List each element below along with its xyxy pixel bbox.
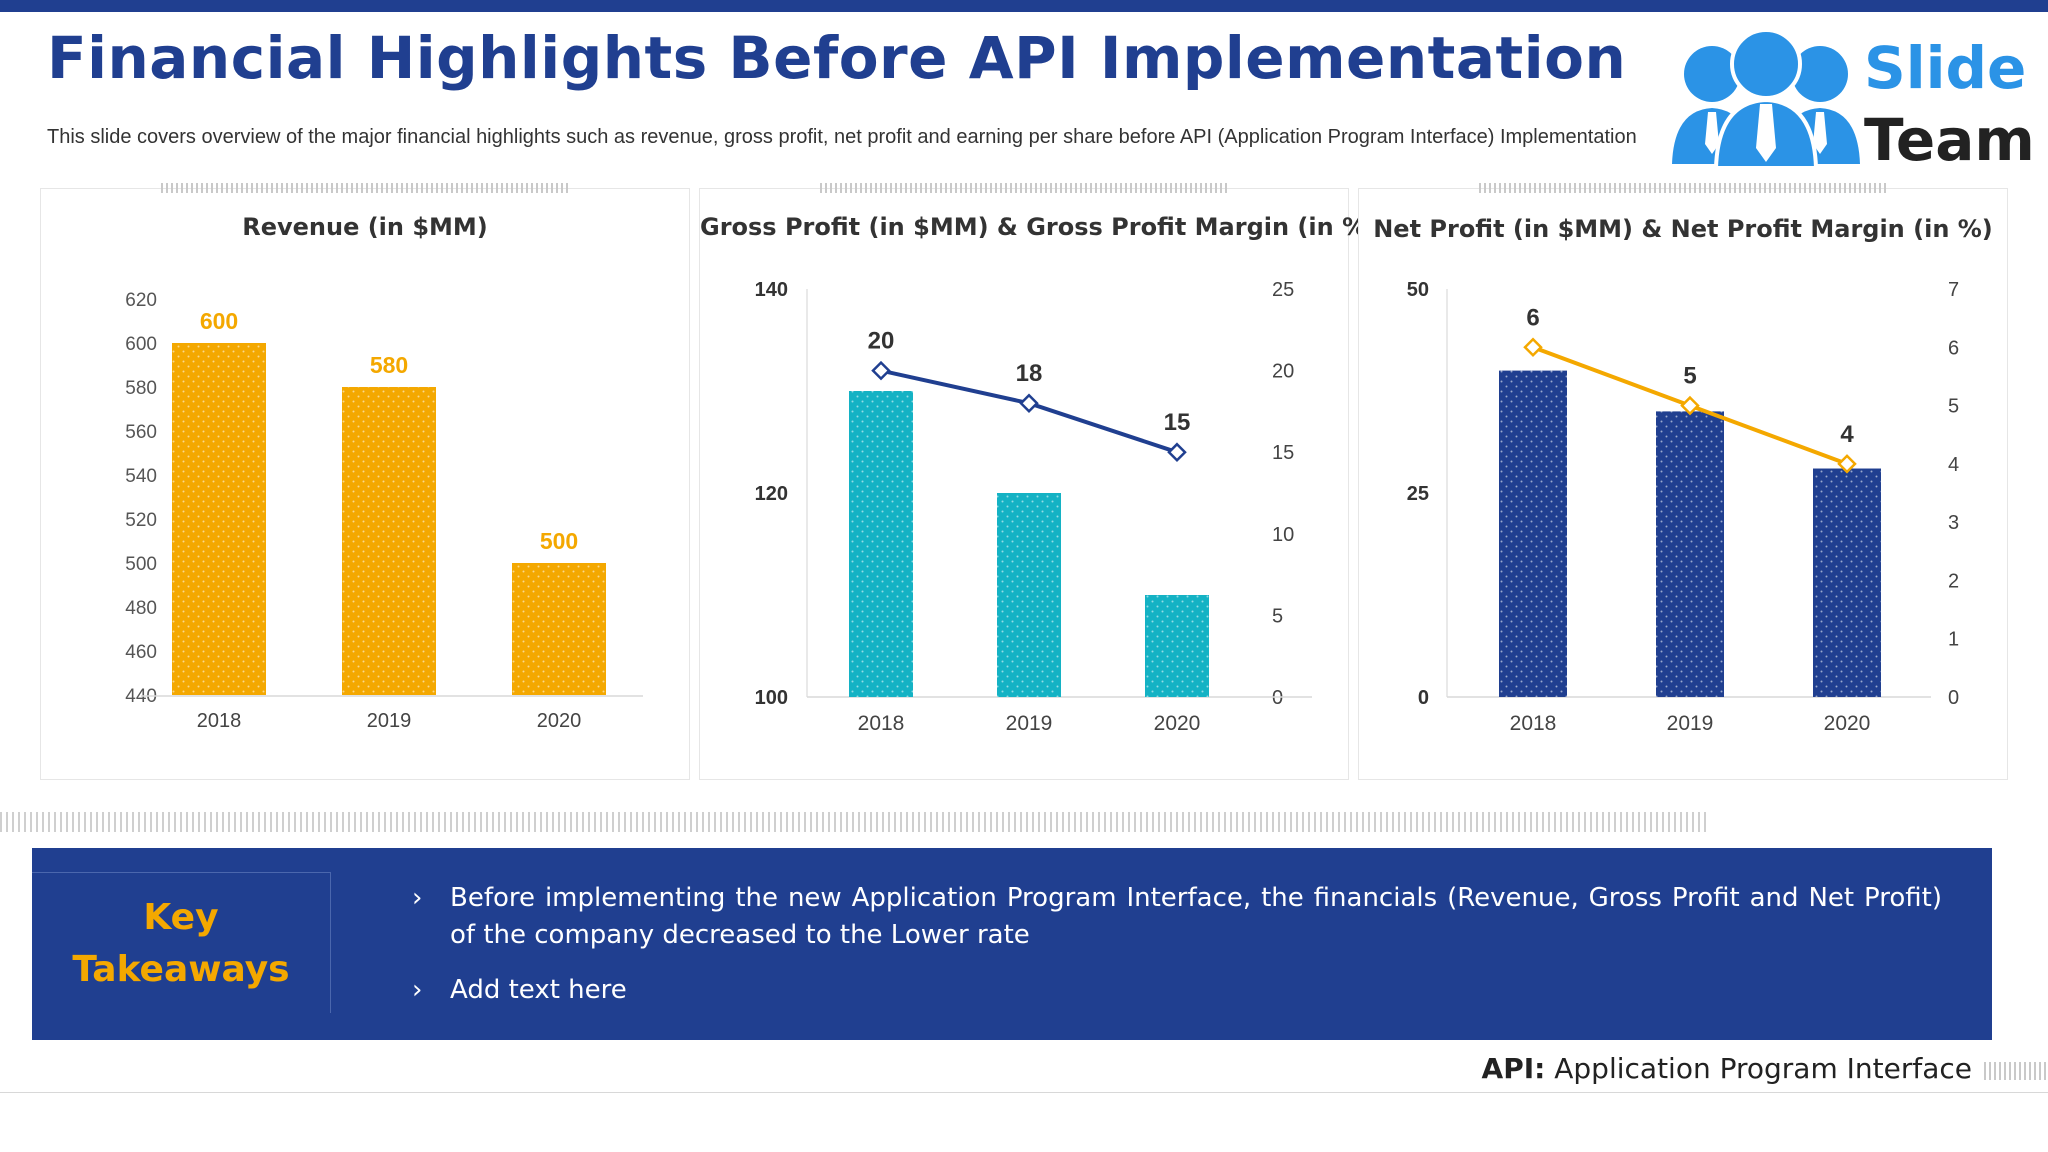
right-axis-tick-label: 7 bbox=[1948, 279, 1959, 301]
x-axis-tick-label: 2019 bbox=[1006, 712, 1053, 735]
bottom-rule bbox=[0, 1092, 2048, 1093]
right-axis-tick-label: 20 bbox=[1272, 361, 1294, 383]
margin-marker bbox=[1523, 337, 1543, 358]
x-axis-tick-label: 2019 bbox=[1667, 712, 1714, 735]
logo-text-team: Team bbox=[1864, 106, 2035, 174]
x-axis-tick-label: 2020 bbox=[537, 710, 582, 732]
left-axis-tick-label: 120 bbox=[755, 483, 788, 505]
logo-text-slide: Slide bbox=[1864, 34, 2027, 102]
key-takeaways-label: Key Takeaways bbox=[72, 897, 290, 990]
y-axis-tick-label: 500 bbox=[125, 554, 157, 575]
page-title: Financial Highlights Before API Implemen… bbox=[47, 24, 1627, 92]
margin-marker bbox=[1680, 395, 1700, 416]
y-axis-tick-label: 540 bbox=[125, 466, 157, 487]
left-axis-tick-label: 50 bbox=[1407, 279, 1429, 301]
gross-profit-chart-title: Gross Profit (in $MM) & Gross Profit Mar… bbox=[700, 213, 1378, 241]
revenue-bar bbox=[512, 563, 606, 695]
left-axis-tick-label: 0 bbox=[1418, 687, 1429, 709]
panel-decoration bbox=[1479, 183, 1889, 193]
margin-marker bbox=[1019, 393, 1039, 414]
footer-definition-text: Application Program Interface bbox=[1554, 1052, 1972, 1085]
revenue-bar bbox=[172, 343, 266, 695]
margin-data-label: 6 bbox=[1526, 304, 1539, 331]
revenue-chart-panel: Revenue (in $MM) 440 460 480 500 520 540 560 58… bbox=[40, 183, 690, 780]
margin-marker bbox=[1837, 454, 1857, 474]
margin-data-label: 15 bbox=[1164, 409, 1191, 436]
key-takeaways-list: › Before implementing the new Applicatio… bbox=[412, 880, 1942, 1027]
people-group-icon bbox=[1672, 28, 1860, 168]
y-axis-tick-label: 560 bbox=[125, 422, 157, 443]
x-axis-tick-label: 2020 bbox=[1824, 712, 1871, 735]
page-subtitle: This slide covers overview of the major … bbox=[47, 126, 1637, 148]
right-axis-tick-label: 15 bbox=[1272, 442, 1294, 464]
x-axis-tick-label: 2018 bbox=[1510, 712, 1557, 735]
margin-data-label: 20 bbox=[868, 328, 895, 355]
revenue-data-label: 600 bbox=[200, 308, 238, 334]
profit-bar bbox=[997, 493, 1061, 697]
x-axis-tick-label: 2018 bbox=[858, 712, 905, 735]
chevron-right-icon: › bbox=[412, 975, 423, 1005]
right-axis-tick-label: 10 bbox=[1272, 524, 1294, 546]
x-axis-tick-label: 2018 bbox=[197, 710, 242, 732]
profit-bar bbox=[1499, 370, 1567, 697]
margin-data-label: 4 bbox=[1840, 421, 1854, 448]
x-axis-tick-label: 2020 bbox=[1154, 712, 1201, 735]
profit-bar bbox=[1656, 411, 1724, 697]
right-axis-tick-label: 0 bbox=[1948, 687, 1959, 709]
key-takeaway-item: › Before implementing the new Applicatio… bbox=[412, 880, 1942, 954]
footer-decoration bbox=[1984, 1062, 2048, 1080]
right-axis-tick-label: 25 bbox=[1272, 279, 1294, 301]
left-axis-tick-label: 100 bbox=[755, 687, 788, 709]
profit-bar bbox=[1145, 595, 1209, 697]
revenue-chart: 4404604805005205405605806006206002018580… bbox=[125, 290, 643, 732]
footer-definition: API: Application Program Interface bbox=[1482, 1052, 1972, 1085]
x-axis-tick-label: 2019 bbox=[367, 710, 412, 732]
y-axis-tick-label: 580 bbox=[125, 378, 157, 399]
margin-marker bbox=[1167, 442, 1187, 462]
revenue-chart-title: Revenue (in $MM) bbox=[242, 213, 488, 241]
revenue-bar bbox=[342, 387, 436, 695]
key-takeaways-panel: Key Takeaways › Before implementing the … bbox=[32, 848, 1992, 1040]
top-accent-bar bbox=[0, 0, 2048, 12]
profit-bar bbox=[849, 391, 913, 697]
left-axis-tick-label: 25 bbox=[1407, 483, 1429, 505]
y-axis-tick-label: 480 bbox=[125, 598, 157, 619]
profit-bar bbox=[1813, 468, 1881, 697]
key-takeaway-text: Add text here bbox=[450, 975, 627, 1005]
y-axis-tick-label: 460 bbox=[125, 642, 157, 663]
right-axis-tick-label: 5 bbox=[1272, 605, 1283, 627]
key-takeaway-item: › Add text here bbox=[412, 972, 1942, 1009]
footer-term: API: bbox=[1481, 1052, 1546, 1085]
panel-decoration bbox=[161, 183, 571, 193]
slideteam-logo: Slide Team bbox=[1668, 28, 2035, 174]
y-axis-tick-label: 600 bbox=[125, 334, 157, 355]
revenue-data-label: 500 bbox=[540, 528, 578, 554]
right-axis-tick-label: 4 bbox=[1948, 454, 1959, 476]
margin-data-label: 5 bbox=[1683, 363, 1696, 390]
section-divider bbox=[0, 812, 1708, 832]
key-takeaway-text: Before implementing the new Application … bbox=[450, 883, 1942, 950]
y-axis-tick-label: 520 bbox=[125, 510, 157, 531]
key-takeaways-label-box bbox=[32, 872, 331, 1013]
right-axis-tick-label: 1 bbox=[1948, 629, 1959, 651]
net-profit-chart: 0 25 50 0 1 2 3 4 5 6 7 2018 2019 2020 6 5 4 bbox=[1407, 279, 1959, 735]
right-axis-tick-label: 0 bbox=[1272, 687, 1283, 709]
right-axis-tick-label: 5 bbox=[1948, 396, 1959, 418]
panel-decoration bbox=[820, 183, 1230, 193]
net-profit-chart-panel: Net Profit (in $MM) & Net Profit Margin … bbox=[1358, 183, 2008, 780]
right-axis-tick-label: 2 bbox=[1948, 570, 1959, 592]
margin-marker bbox=[871, 360, 891, 381]
right-axis-tick-label: 6 bbox=[1948, 337, 1959, 359]
revenue-data-label: 580 bbox=[370, 352, 408, 378]
left-axis-tick-label: 140 bbox=[755, 279, 788, 301]
margin-data-label: 18 bbox=[1016, 360, 1043, 387]
gross-profit-chart-panel: Gross Profit (in $MM) & Gross Profit Mar… bbox=[699, 183, 1378, 780]
right-axis-tick-label: 3 bbox=[1948, 512, 1959, 534]
y-axis-tick-label: 620 bbox=[125, 290, 157, 311]
net-profit-chart-title: Net Profit (in $MM) & Net Profit Margin … bbox=[1373, 215, 1993, 243]
chevron-right-icon: › bbox=[412, 883, 423, 913]
